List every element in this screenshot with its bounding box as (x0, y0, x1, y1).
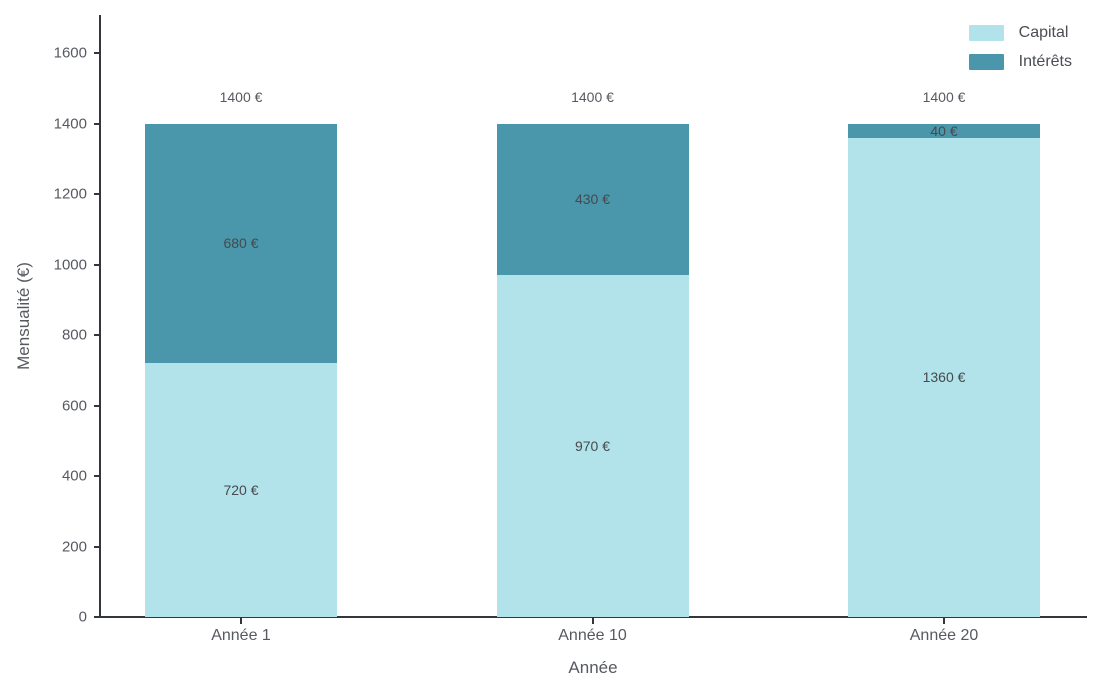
bar-total-label: 1400 € (219, 88, 263, 105)
y-axis-line (99, 15, 101, 618)
legend-item-capital[interactable]: Capital (968, 24, 1072, 42)
bar-année-1-capital[interactable] (145, 363, 337, 617)
bar-année-10-capital[interactable] (496, 275, 689, 617)
y-tick-mark (94, 404, 100, 407)
x-tick-mark (591, 618, 594, 624)
segment-value-label: 430 € (574, 191, 611, 208)
bar-année-20-intérêts[interactable] (848, 123, 1040, 138)
segment-value-label: 680 € (223, 235, 259, 252)
bar-total-label: 1400 € (922, 88, 966, 105)
y-tick-mark (94, 52, 100, 54)
segment-value-label: 970 € (574, 438, 611, 455)
legend-item-interets[interactable]: Intérêts (968, 53, 1072, 71)
y-tick-label: 1200 (53, 185, 87, 203)
legend-swatch-capital (968, 25, 1004, 41)
x-tick-label: Année 20 (909, 627, 979, 644)
y-tick-mark (94, 193, 100, 195)
y-tick-mark (94, 616, 100, 618)
x-tick-label: Année 1 (211, 627, 271, 644)
x-axis-line (99, 616, 1087, 618)
legend-label-interets: Intérêts (1018, 53, 1072, 70)
y-tick-label: 1400 (53, 115, 87, 132)
y-tick-mark (94, 263, 100, 266)
y-tick-label: 1000 (53, 256, 87, 273)
y-tick-label: 600 (61, 397, 87, 414)
y-tick-mark (94, 545, 100, 548)
y-tick-label: 0 (78, 608, 87, 626)
y-axis-title: Mensualité (€) (14, 262, 33, 370)
bar-année-1-intérêts[interactable] (145, 123, 337, 364)
segment-value-label: 1360 € (922, 369, 966, 386)
y-tick-mark (94, 122, 100, 125)
x-axis-title: Année (568, 658, 618, 677)
y-tick-label: 400 (61, 467, 87, 485)
segment-value-label: 720 € (223, 482, 259, 499)
legend-label-capital: Capital (1018, 24, 1069, 41)
x-tick-label: Année 10 (558, 627, 627, 644)
y-tick-label: 200 (61, 538, 87, 555)
segment-value-label: 40 € (930, 122, 958, 139)
y-tick-label: 1600 (53, 44, 87, 62)
legend-swatch-interets (968, 54, 1004, 70)
x-tick-mark (240, 618, 242, 624)
y-tick-mark (94, 475, 100, 477)
y-tick-mark (94, 334, 100, 336)
y-tick-label: 800 (61, 326, 87, 344)
bar-année-20-capital[interactable] (848, 137, 1040, 617)
bar-total-label: 1400 € (571, 88, 614, 105)
bar-année-10-intérêts[interactable] (496, 123, 689, 276)
legend: Capital Intérêts (968, 24, 1072, 71)
x-tick-mark (943, 618, 945, 624)
